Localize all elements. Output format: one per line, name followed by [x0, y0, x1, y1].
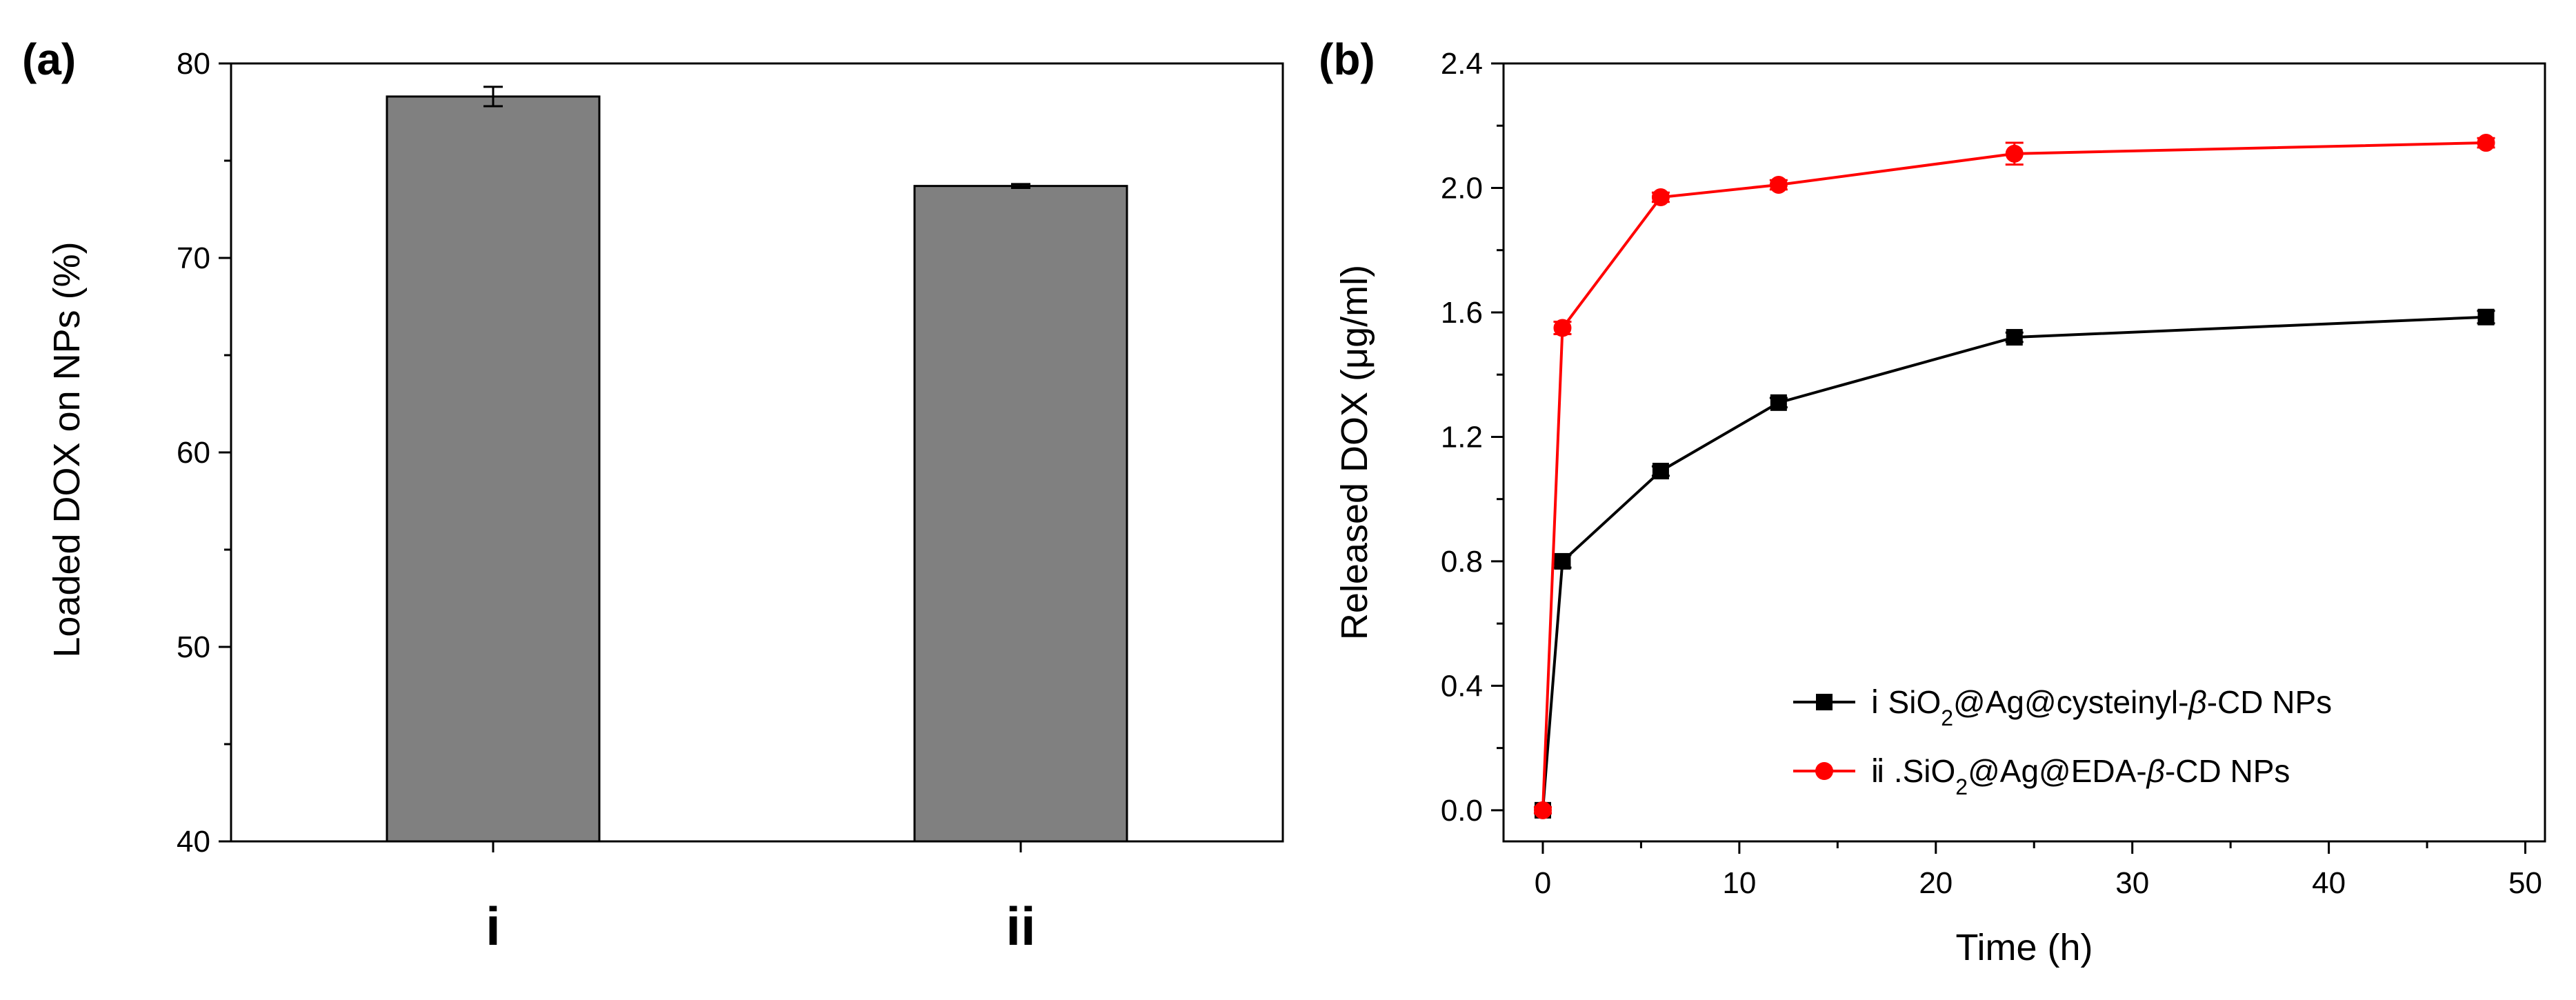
series-1-point [2477, 308, 2495, 326]
y-tick-label: 80 [177, 47, 210, 81]
bar-i [386, 95, 601, 843]
series-1 [1533, 308, 2495, 819]
series-2-point [2477, 134, 2495, 152]
series-2-point [2005, 144, 2024, 163]
series-2-point [1651, 188, 1670, 207]
x-tick-label-ii: ii [1006, 896, 1035, 957]
y-tick-label: 1.2 [1441, 420, 1483, 454]
series-1-line [1541, 315, 2486, 811]
series-2-line [1541, 141, 2486, 810]
legend-label-2: ⅱ .SiO2@Ag@EDA-β-CD NPs [1870, 753, 2290, 799]
series-2-point [1769, 175, 1788, 194]
y-tick-label: 0.0 [1441, 794, 1483, 828]
x-tick-label-i: i [486, 896, 501, 957]
x-tick-label: 30 [2115, 866, 2149, 900]
series-1-point [1770, 394, 1787, 411]
x-tick-label: 20 [1919, 866, 1953, 900]
panel-b-plot-frame [1502, 62, 2546, 843]
y-tick-label: 60 [177, 436, 210, 470]
y-tick-label: 70 [177, 241, 210, 275]
panel-b-y-axis-title: Released DOX (μg/ml) [1334, 265, 1375, 640]
y-tick-label: 1.6 [1441, 296, 1483, 330]
x-tick-label: 50 [2508, 866, 2542, 900]
y-tick-label: 2.4 [1441, 47, 1483, 81]
x-tick-label: 0 [1535, 866, 1551, 900]
panel-b-legend: ⅰ SiO2@Ag@cysteinyl-β-CD NPs ⅱ .SiO2@Ag@E… [1793, 684, 2332, 799]
legend-label-1: ⅰ SiO2@Ag@cysteinyl-β-CD NPs [1870, 684, 2332, 730]
panel-b-x-axis-title: Time (h) [1956, 927, 2093, 968]
panel-a-label: (a) [22, 34, 76, 84]
y-tick-label: 0.4 [1441, 669, 1483, 703]
series-1-point [1554, 552, 1571, 570]
y-tick-label: 40 [177, 825, 210, 859]
panel-b-label: (b) [1319, 34, 1375, 84]
panel-a-y-axis-title: Loaded DOX on NPs (%) [46, 241, 88, 657]
y-tick-label: 0.8 [1441, 545, 1483, 579]
series-2-point [1553, 319, 1572, 337]
x-tick-label: 10 [1722, 866, 1756, 900]
bar-ii [913, 185, 1128, 843]
legend-marker-circle [1815, 762, 1833, 780]
series-1-point [2006, 329, 2023, 346]
x-tick-label: 40 [2312, 866, 2346, 900]
series-1-point [1652, 463, 1669, 480]
y-tick-label: 50 [177, 630, 210, 664]
series-2-point [1533, 801, 1552, 819]
panel-b-line-chart: (b) 0 10 20 30 40 50 0.0 0.4 0.8 1.2 1.6 2.0 2.4 Tim… [1319, 34, 2546, 968]
y-tick-label: 2.0 [1441, 171, 1483, 205]
legend-marker-square [1816, 694, 1833, 710]
panel-a-plot-frame [230, 62, 1284, 843]
series-2 [1533, 134, 2495, 819]
